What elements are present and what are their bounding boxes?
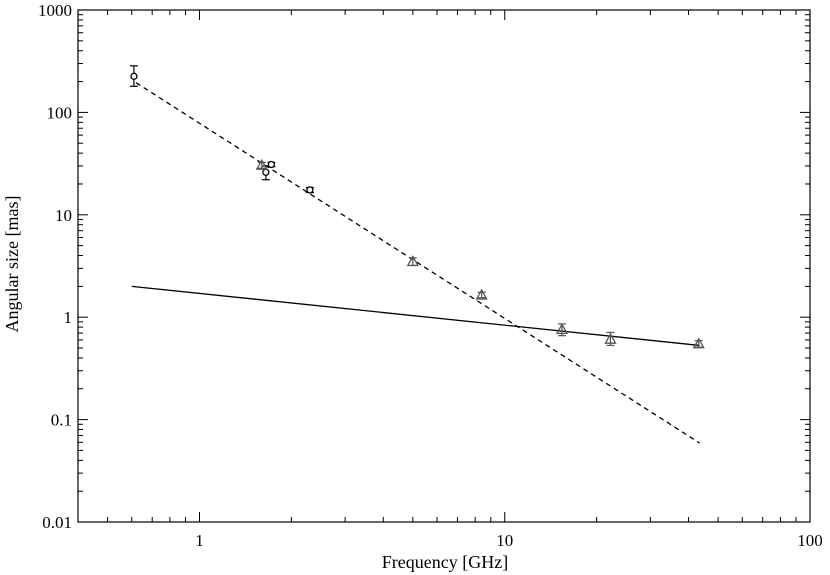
fit-lines <box>131 82 700 444</box>
y-tick-label: 0.1 <box>51 411 72 430</box>
x-tick-label: 100 <box>797 531 823 550</box>
triangle-marker <box>255 158 268 170</box>
y-axis-title: Angular size [mas] <box>2 196 22 333</box>
y-tick-label: 100 <box>47 103 73 122</box>
x-axis: 1 10 100 <box>77 10 823 550</box>
triangle-data-point <box>555 323 569 337</box>
triangle-data-point <box>692 337 705 349</box>
circle-marker <box>262 168 270 176</box>
y-tick-label: 10 <box>55 206 72 225</box>
solid-fit-line <box>131 285 700 347</box>
x-axis-title: Frequency [GHz] <box>382 552 508 572</box>
plot-area-frame <box>77 9 811 523</box>
plot-frame <box>77 9 811 523</box>
x-tick-label: 1 <box>195 531 204 550</box>
data-points <box>129 65 705 349</box>
triangle-data-point <box>406 255 419 267</box>
x-tick-label: 10 <box>496 531 513 550</box>
triangle-marker <box>692 337 705 349</box>
dashed-fit-line <box>135 82 700 444</box>
triangle-marker <box>406 255 419 267</box>
y-axis: 0.01 0.1 1 10 100 1000 <box>38 1 810 532</box>
triangle-marker <box>475 288 488 300</box>
triangle-data-point <box>604 331 617 347</box>
circle-data-point <box>305 186 314 194</box>
triangle-marker <box>604 332 617 344</box>
y-tick-label: 1 <box>64 308 73 327</box>
triangle-data-point <box>255 158 268 170</box>
circle-marker <box>130 72 138 80</box>
y-tick-label: 0.01 <box>42 513 72 532</box>
circle-data-point <box>129 65 138 87</box>
triangle-marker <box>555 323 569 335</box>
triangle-data-point <box>475 288 488 300</box>
circle-marker <box>306 186 314 194</box>
y-tick-label: 1000 <box>38 1 72 20</box>
circle-marker <box>267 160 276 169</box>
circle-data-point <box>267 160 276 169</box>
